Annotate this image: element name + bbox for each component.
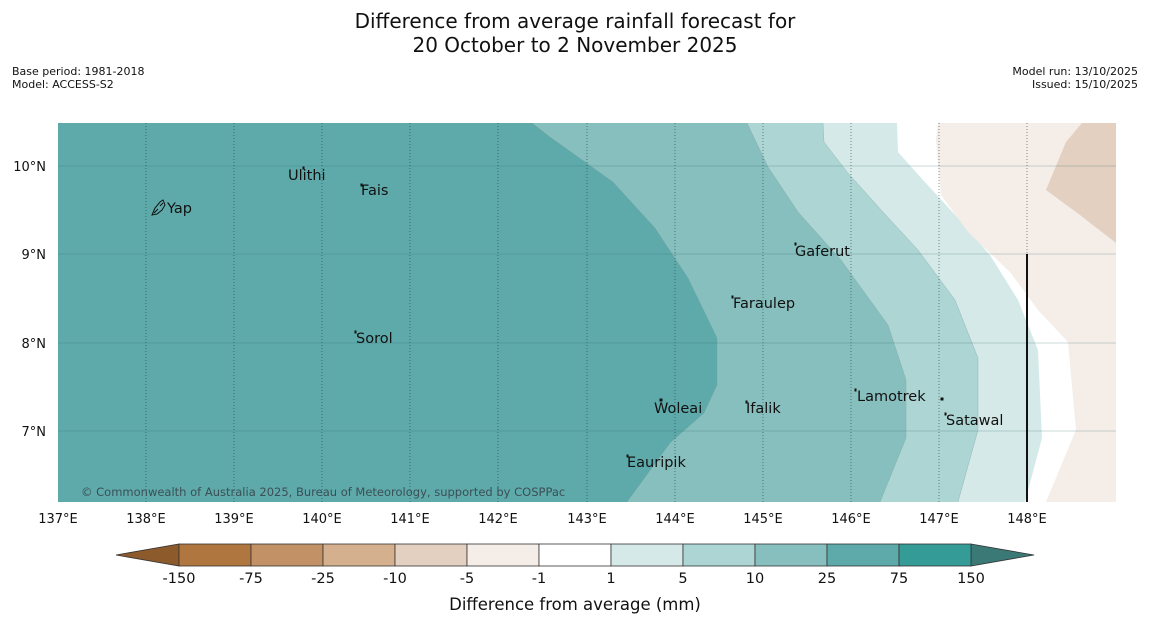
island-dot	[944, 412, 947, 416]
lon-tick-label: 146°E	[831, 512, 871, 527]
island-dot	[854, 388, 857, 392]
island-dot	[360, 183, 363, 187]
colorbar-segment	[250, 543, 324, 567]
islands	[151, 166, 947, 458]
place-label-yap: Yap	[166, 201, 192, 217]
colorbar-segment	[178, 543, 252, 567]
island-dot	[794, 242, 797, 246]
island-dot	[731, 295, 734, 299]
colorbar: -150 -75 -25 -10 -5 -1 1 5 10 25 75 150 Difference …	[115, 543, 1035, 614]
colorbar-segment	[610, 543, 684, 567]
place-label-eauripik: Eauripik	[627, 455, 686, 471]
lat-tick-label: 10°N	[13, 160, 46, 175]
lon-tick-label: 145°E	[743, 512, 783, 527]
yap-island-shape	[151, 199, 166, 216]
contour-neg5-neg1	[936, 123, 1116, 502]
place-label-gaferut: Gaferut	[795, 244, 850, 260]
place-label-sorol: Sorol	[356, 331, 393, 347]
lon-tick-label: 143°E	[567, 512, 607, 527]
colorbar-tick-label: 25	[818, 571, 836, 587]
place-label-lamotrek: Lamotrek	[857, 389, 926, 405]
chart-title-line-1: Difference from average rainfall forecas…	[354, 9, 796, 33]
meta-left: Base period: 1981-2018 Model: ACCESS-S2	[12, 65, 144, 91]
colorbar-tick-label: 150	[957, 571, 985, 587]
place-label-ifalik: Ifalik	[746, 401, 781, 417]
colorbar-tick-label: -10	[383, 571, 407, 587]
base-period: Base period: 1981-2018	[12, 65, 145, 78]
colorbar-tick-label: 1	[606, 571, 615, 587]
colorbar-segment	[898, 543, 972, 567]
colorbar-tick-label: 5	[678, 571, 687, 587]
colorbar-tick-label: -150	[163, 571, 196, 587]
lon-tick-label: 142°E	[478, 512, 518, 527]
colorbar-segment	[682, 543, 756, 567]
colorbar-segment	[826, 543, 900, 567]
colorbar-segment	[394, 543, 468, 567]
island-dot	[302, 166, 305, 170]
colorbar-segment	[754, 543, 828, 567]
lon-tick-label: 148°E	[1007, 512, 1047, 527]
colorbar-tick-label: -75	[239, 571, 263, 587]
lon-tick-label: 147°E	[919, 512, 959, 527]
island-dot	[940, 397, 944, 401]
lat-tick-label: 7°N	[22, 425, 47, 440]
copyright-notice: © Commonwealth of Australia 2025, Bureau…	[81, 485, 566, 499]
place-label-satawal: Satawal	[946, 413, 1003, 429]
place-label-faraulep: Faraulep	[733, 296, 795, 312]
island-dot	[626, 454, 629, 458]
yap-island-shape	[153, 202, 164, 214]
lon-tick-label: 137°E	[38, 512, 78, 527]
colorbar-high-extend	[970, 543, 1035, 567]
colorbar-segment	[538, 543, 612, 567]
model-name: Model: ACCESS-S2	[12, 78, 114, 91]
place-label-ulithi: Ulithi	[288, 168, 326, 184]
lon-tick-label: 144°E	[655, 512, 695, 527]
lat-tick-label: 9°N	[22, 248, 47, 263]
colorbar-tick-label: 10	[746, 571, 764, 587]
colorbar-tick-label: -5	[460, 571, 474, 587]
colorbar-tick-label: -25	[311, 571, 335, 587]
place-label-fais: Fais	[361, 183, 388, 199]
meta-right: Model run: 13/10/2025 Issued: 15/10/2025	[1012, 65, 1138, 91]
colorbar-tick-label: 75	[890, 571, 908, 587]
island-dot	[659, 398, 663, 402]
lon-tick-label: 138°E	[126, 512, 166, 527]
issued-date: Issued: 15/10/2025	[1031, 78, 1138, 91]
colorbar-segment	[322, 543, 396, 567]
colorbar-tick-label: -1	[532, 571, 546, 587]
colorbar-segment	[466, 543, 540, 567]
model-run: Model run: 13/10/2025	[1012, 65, 1138, 78]
lat-tick-label: 8°N	[22, 337, 47, 352]
island-dot	[745, 400, 748, 404]
chart-title-line-2: 20 October to 2 November 2025	[412, 33, 738, 57]
contour-neg10-neg5	[1046, 123, 1116, 243]
lon-tick-label: 141°E	[390, 512, 430, 527]
lon-tick-label: 139°E	[214, 512, 254, 527]
longitude-gridlines	[145, 123, 1028, 502]
lon-tick-label: 140°E	[302, 512, 342, 527]
island-dot	[354, 330, 357, 334]
place-label-woleai: Woleai	[654, 401, 702, 417]
colorbar-label: Difference from average (mm)	[449, 595, 701, 614]
colorbar-low-extend	[115, 543, 180, 567]
